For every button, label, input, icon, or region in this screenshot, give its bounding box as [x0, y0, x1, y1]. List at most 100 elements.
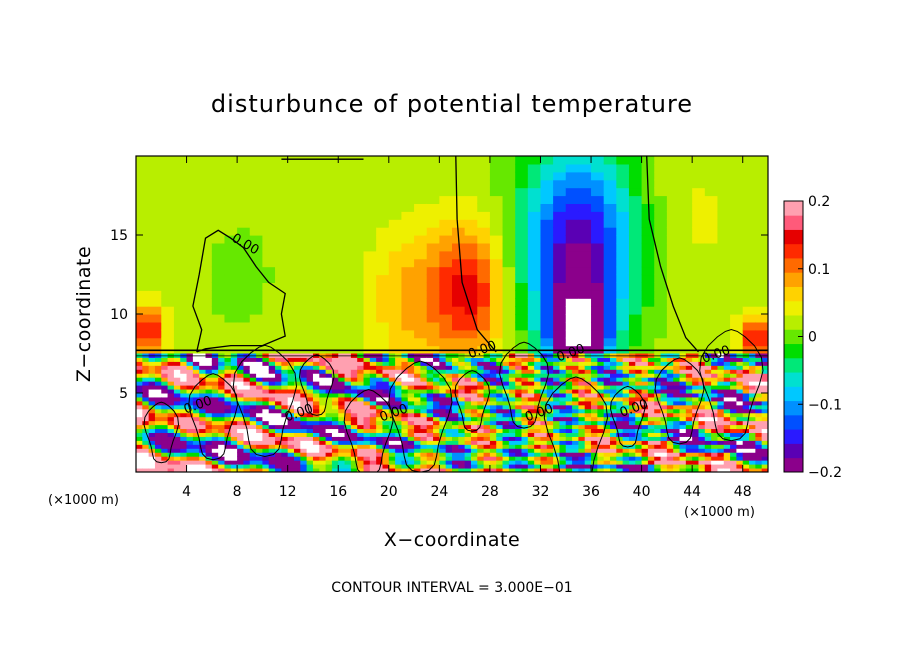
field-cell	[616, 357, 624, 362]
field-cell	[660, 377, 668, 382]
field-cell	[224, 404, 232, 410]
field-cell	[641, 211, 655, 220]
field-cell	[439, 404, 447, 410]
field-cell	[338, 424, 346, 430]
field-cell	[452, 400, 459, 406]
field-cell	[249, 460, 257, 465]
field-cell	[546, 468, 554, 472]
field-cell	[496, 396, 504, 402]
field-cell	[369, 357, 377, 362]
field-cell	[603, 227, 617, 236]
field-cell	[420, 416, 428, 422]
field-cell	[281, 377, 289, 382]
field-cell	[711, 377, 718, 382]
field-cell	[376, 357, 383, 362]
field-cell	[736, 468, 744, 472]
field-cell	[730, 274, 744, 283]
field-cell	[628, 282, 643, 291]
field-cell	[199, 444, 207, 449]
field-cell	[559, 357, 567, 362]
field-cell	[723, 460, 731, 465]
field-cell	[331, 428, 339, 433]
field-cell	[477, 306, 491, 315]
field-cell	[742, 420, 750, 426]
y-tick-label: 10	[110, 307, 128, 323]
field-cell	[489, 187, 504, 197]
field-cell	[502, 227, 516, 236]
field-cell	[527, 274, 542, 283]
field-cell	[407, 424, 415, 430]
field-cell	[237, 381, 244, 386]
field-cell	[268, 428, 276, 433]
colorbar-swatch	[784, 329, 803, 345]
field-cell	[477, 314, 491, 323]
field-cell	[363, 396, 371, 402]
field-cell	[401, 156, 415, 165]
field-cell	[142, 432, 150, 437]
field-cell	[553, 444, 560, 449]
field-cell	[275, 464, 282, 469]
field-cell	[426, 282, 440, 291]
field-cell	[540, 179, 554, 189]
field-cell	[161, 408, 169, 414]
field-cell	[521, 412, 529, 418]
field-cell	[666, 219, 681, 228]
field-cell	[502, 179, 516, 189]
field-cell	[666, 195, 681, 204]
field-cell	[338, 242, 352, 252]
field-cell	[704, 369, 712, 374]
field-cell	[521, 420, 529, 426]
field-cell	[452, 396, 459, 402]
field-cell	[287, 420, 295, 426]
field-cell	[357, 385, 365, 390]
colorbar-tick-label: 0.1	[808, 262, 830, 278]
field-cell	[192, 408, 200, 414]
field-cell	[433, 396, 440, 402]
field-cell	[420, 357, 428, 362]
field-cell	[357, 393, 365, 398]
field-cell	[515, 448, 523, 453]
field-cell	[275, 266, 289, 276]
field-cell	[148, 400, 156, 406]
field-cell	[262, 187, 276, 197]
field-cell	[388, 377, 396, 382]
field-cell	[224, 282, 238, 291]
field-cell	[704, 187, 719, 197]
field-cell	[262, 227, 276, 236]
field-cell	[635, 400, 643, 406]
field-cell	[173, 460, 181, 465]
field-cell	[496, 420, 504, 426]
field-cell	[477, 389, 485, 394]
field-cell	[540, 156, 554, 165]
y-axis-label: Z−coordinate	[73, 246, 95, 382]
field-cell	[357, 464, 365, 469]
field-cell	[243, 400, 251, 406]
colorbar-swatch	[784, 372, 803, 387]
field-cell	[553, 337, 567, 347]
field-cell	[294, 373, 301, 378]
field-cell	[591, 195, 605, 204]
field-cell	[180, 381, 188, 386]
field-cell	[673, 381, 681, 386]
field-cell	[136, 321, 150, 331]
field-cell	[312, 369, 320, 374]
field-cell	[477, 163, 491, 173]
field-cell	[704, 211, 719, 220]
field-cell	[357, 412, 365, 418]
field-cell	[357, 452, 365, 457]
field-cell	[262, 440, 270, 445]
field-cell	[527, 412, 535, 418]
field-cell	[660, 361, 668, 366]
field-cell	[237, 460, 244, 465]
field-cell	[597, 452, 605, 457]
field-cell	[407, 452, 415, 457]
field-cell	[331, 373, 339, 378]
field-cell	[275, 227, 289, 236]
field-cell	[597, 361, 605, 366]
field-cell	[704, 424, 712, 430]
field-cell	[622, 400, 630, 406]
field-cell	[654, 373, 662, 378]
colorbar-swatch	[784, 357, 803, 373]
field-cell	[584, 385, 592, 390]
field-cell	[173, 400, 181, 406]
